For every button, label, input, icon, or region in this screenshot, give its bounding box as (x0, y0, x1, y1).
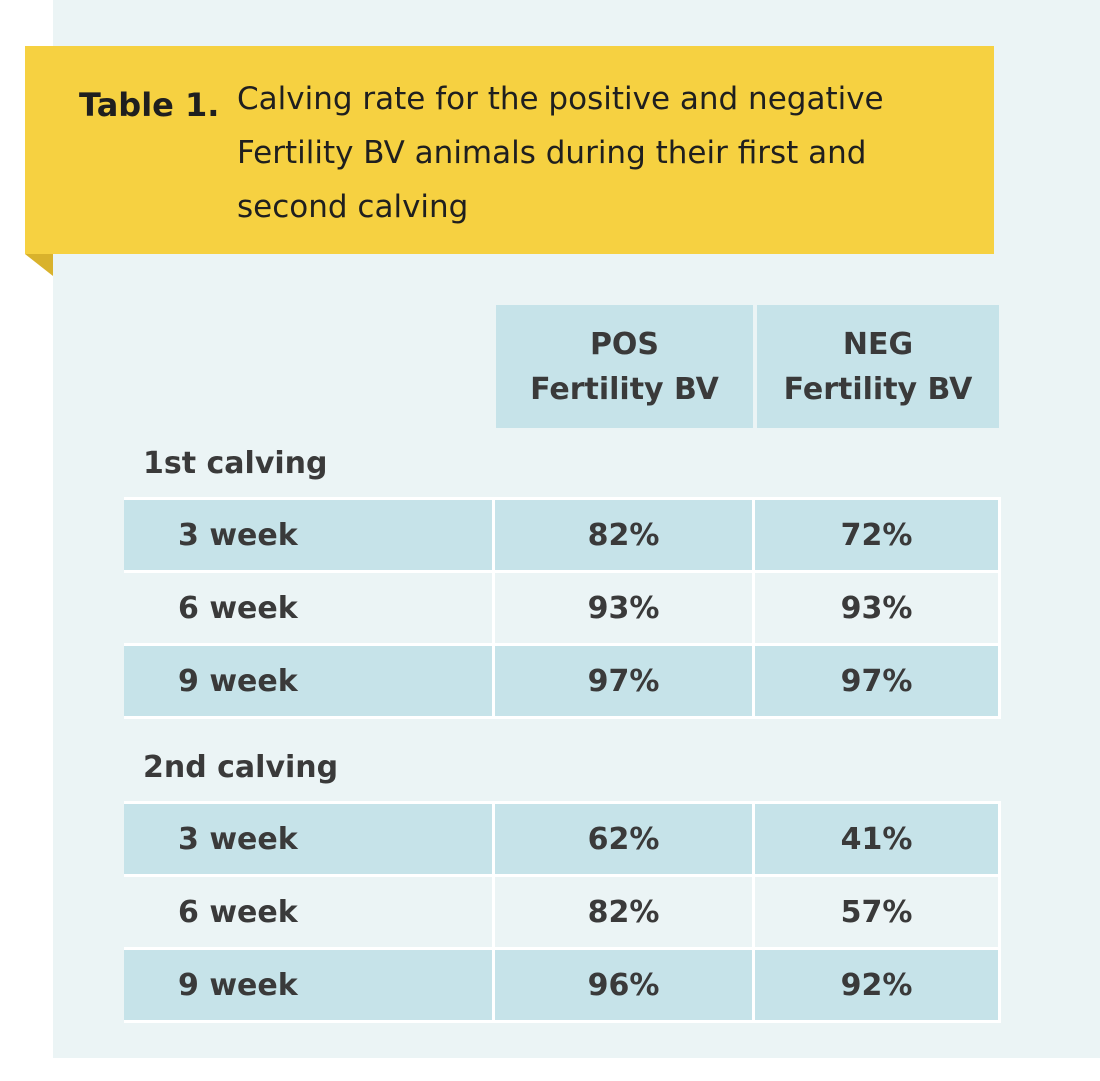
column-header-line: NEG (842, 326, 914, 362)
column-header-line: Fertility BV (783, 371, 973, 407)
table-row: 3 week 62% 41% (124, 804, 1001, 874)
table-row: 3 week 82% 72% (124, 500, 1001, 570)
row-label: 3 week (124, 804, 492, 874)
group-title-first-calving: 1st calving (143, 446, 328, 481)
group-rows-first-calving: 3 week 82% 72% 6 week 93% 93% 9 week 97%… (124, 497, 1001, 719)
pos-value: 62% (495, 804, 752, 874)
row-label: 6 week (124, 877, 492, 947)
pos-value: 97% (495, 646, 752, 716)
group-rows-second-calving: 3 week 62% 41% 6 week 82% 57% 9 week 96%… (124, 801, 1001, 1023)
table-number: Table 1. (79, 86, 220, 124)
row-label: 9 week (124, 950, 492, 1020)
caption-fold (25, 254, 53, 276)
neg-value: 97% (755, 646, 998, 716)
column-header-neg: NEG Fertility BV (757, 305, 999, 428)
neg-value: 41% (755, 804, 998, 874)
pos-value: 96% (495, 950, 752, 1020)
table-row: 6 week 93% 93% (124, 573, 1001, 643)
neg-value: 92% (755, 950, 998, 1020)
caption-banner (25, 46, 994, 254)
column-header-line: Fertility BV (530, 371, 719, 407)
neg-value: 93% (755, 573, 998, 643)
column-header-pos: POS Fertility BV (496, 305, 753, 428)
neg-value: 57% (755, 877, 998, 947)
group-title-second-calving: 2nd calving (143, 750, 339, 785)
table-header: POS Fertility BV NEG Fertility BV (124, 305, 1001, 430)
data-table: POS Fertility BV NEG Fertility BV (124, 305, 1001, 430)
column-header-line: POS (589, 326, 660, 362)
table-row: 9 week 96% 92% (124, 950, 1001, 1020)
pos-value: 82% (495, 500, 752, 570)
caption-line: Fertility BV animals during their first … (237, 135, 867, 171)
neg-value: 72% (755, 500, 998, 570)
row-label: 6 week (124, 573, 492, 643)
pos-value: 93% (495, 573, 752, 643)
pos-value: 82% (495, 877, 752, 947)
row-label: 3 week (124, 500, 492, 570)
table-row: 6 week 82% 57% (124, 877, 1001, 947)
caption-line: Calving rate for the positive and negati… (237, 81, 884, 117)
caption-line: second calving (237, 189, 469, 225)
table-caption: Calving rate for the positive and negati… (237, 72, 957, 234)
table-row: 9 week 97% 97% (124, 646, 1001, 716)
row-label: 9 week (124, 646, 492, 716)
